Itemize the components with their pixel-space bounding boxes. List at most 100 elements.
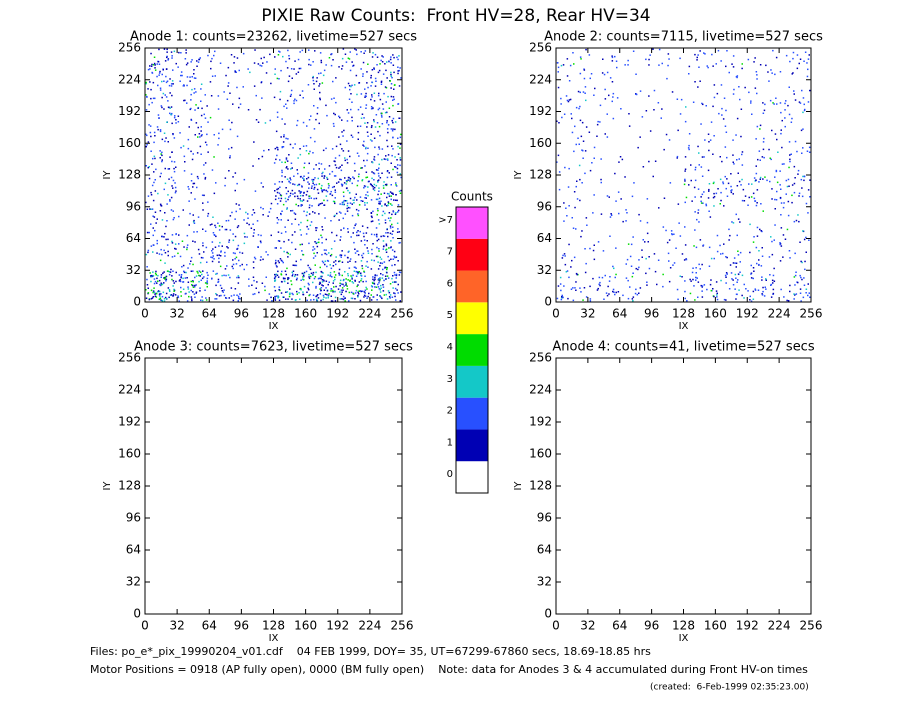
dot [174,243,177,245]
dot [308,204,311,206]
dot [388,107,391,109]
dot [798,195,800,197]
dot [150,150,152,152]
colorbar-label: 5 [447,310,453,321]
density-cell [338,143,369,175]
dot [370,233,373,236]
dot [343,227,345,230]
dot [576,198,579,200]
dot [390,62,392,64]
dot [381,123,384,125]
dot [207,54,209,57]
dot [699,239,702,241]
dot [577,137,579,139]
dot [769,274,771,276]
dot [161,295,164,298]
dot [251,214,253,216]
dot [366,159,368,162]
dot [592,277,594,280]
dot [293,275,296,278]
dot [167,270,169,272]
dot [725,299,727,301]
dot [218,225,221,227]
dot [390,83,393,85]
dot [171,80,174,82]
dot [391,192,394,195]
dot [762,148,765,151]
dot [346,158,348,161]
dot [667,64,669,67]
dot [356,273,359,275]
dot [725,282,727,284]
dot [157,192,159,195]
dot [160,284,163,286]
dot [720,191,722,194]
dot [154,211,157,213]
dot [278,50,280,53]
dot [756,92,758,95]
dot [274,295,276,298]
dot [326,293,328,296]
dot [163,80,165,82]
dot [285,273,287,276]
dot [200,100,202,102]
dot [167,59,169,61]
dot [794,284,796,286]
dot [696,277,698,279]
dot [296,195,299,197]
dot [373,67,375,69]
dot [270,296,272,299]
dot [726,195,729,197]
dot [218,261,220,263]
dot [632,236,634,238]
dot [635,93,637,95]
dot [758,181,760,183]
dot [636,293,639,296]
dot [151,163,153,165]
dot [315,227,317,229]
dot [631,298,634,300]
dot [712,182,715,185]
dot [614,293,616,296]
dot [788,113,791,116]
dot [167,238,169,241]
dot [782,206,785,209]
dot [602,58,604,60]
dot [237,300,239,302]
dot [725,109,727,112]
dot [593,258,596,261]
panel-title: Anode 2: counts=7115, livetime=527 secs [544,30,823,45]
dot [242,86,244,88]
dot [365,104,368,106]
dot [381,214,384,217]
dot [804,268,806,271]
dot [169,156,171,158]
dot [589,247,591,250]
dot [720,279,722,282]
dot [707,66,709,69]
dot [638,292,640,294]
dot [180,295,182,297]
dot [173,170,176,173]
dot [320,61,323,64]
dot [203,251,205,253]
dot [310,272,313,275]
dot [183,99,185,102]
dot [349,178,352,180]
dot [169,271,172,273]
dot [357,138,359,140]
dot [309,268,312,271]
dot [276,217,278,219]
dot [232,267,234,270]
dot [291,223,293,225]
dot [684,156,687,158]
dot [171,151,173,153]
dot [323,199,325,202]
dot [197,126,199,129]
dot [344,200,347,202]
dot [711,53,713,56]
dot [296,277,298,280]
dot [278,288,280,291]
dot [694,179,697,182]
dot [693,285,695,287]
